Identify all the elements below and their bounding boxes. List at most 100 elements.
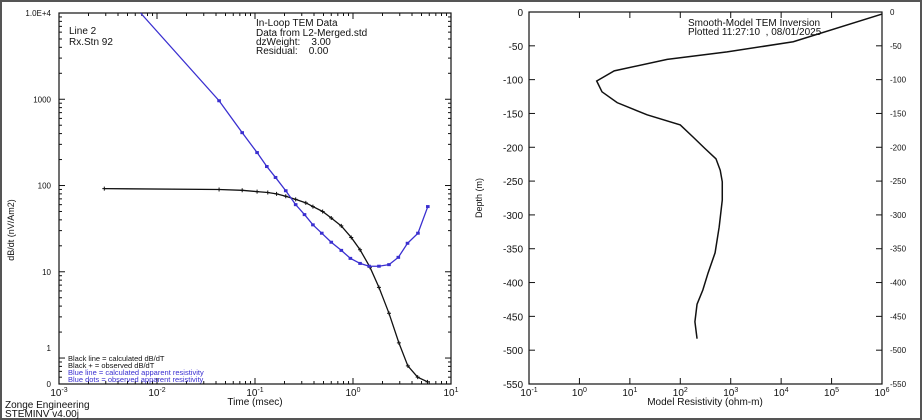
- y-tick-label-left: -400: [503, 279, 523, 290]
- y-tick-label: 100: [38, 182, 52, 191]
- observed-resistivity-point: [387, 263, 391, 267]
- observed-resistivity-point: [377, 264, 381, 268]
- y-axis-label: dB/dt (nV/Am2): [6, 199, 16, 261]
- observed-dbdt-point: [349, 235, 354, 240]
- observed-dbdt-point: [387, 311, 392, 316]
- info-dzweight: dzWeight: 3.00: [256, 37, 331, 48]
- x-tick-label: 10-1: [520, 387, 537, 399]
- observed-dbdt-point: [240, 188, 245, 193]
- x-tick-label: 102: [673, 387, 688, 399]
- x-axis-label: Time (msec): [227, 397, 282, 408]
- observed-dbdt-point: [102, 186, 107, 191]
- y-tick-label-left: -450: [503, 312, 523, 323]
- y-tick-label-right: -100: [890, 76, 907, 85]
- y-tick-label: 10: [42, 268, 51, 277]
- legend-black-line: Black line = calculated dB/dT: [68, 354, 165, 363]
- x-tick-label: 10-1: [246, 387, 263, 399]
- observed-resistivity-point: [255, 151, 259, 155]
- observed-resistivity-point: [405, 241, 410, 245]
- observed-resistivity-point: [293, 203, 298, 207]
- calculated-dbdt-line: [104, 187, 428, 383]
- footer-version: STEMINV v4.00j: [5, 409, 79, 420]
- observed-resistivity-point: [265, 165, 269, 169]
- y-tick-label-right: -550: [890, 380, 907, 389]
- y-axis-label: Depth (m): [474, 178, 484, 218]
- legend-blue-line: Blue line = calculated apparent resistiv…: [68, 368, 204, 377]
- resistivity-model-chart: 10-1 100 101 102 103 104 105 106 0 0 -50 -50 -100 -10…: [474, 8, 907, 408]
- y-tick-label-right: -50: [890, 42, 902, 51]
- y-tick-label-right: -150: [890, 109, 907, 118]
- y-tick-label-left: -300: [503, 211, 523, 222]
- observed-dbdt-point: [303, 200, 308, 205]
- info-data-file: Data from L2-Merged.std: [256, 28, 367, 39]
- observed-dbdt-point: [320, 209, 325, 214]
- info-residual: Residual: 0.00: [256, 46, 329, 57]
- observed-resistivity-point: [339, 248, 344, 252]
- observed-dbdt-point: [310, 204, 315, 209]
- y-tick-label: 0: [47, 380, 52, 389]
- y-tick-label-left: -200: [503, 143, 523, 154]
- observed-dbdt-point: [415, 375, 420, 380]
- observed-resistivity-point: [240, 131, 244, 135]
- y-tick-label-left: -50: [509, 42, 524, 53]
- observed-resistivity-point: [319, 231, 324, 235]
- x-tick-label: 105: [824, 387, 839, 399]
- observed-dbdt-point: [358, 247, 363, 252]
- x-tick-label: 101: [443, 387, 458, 399]
- y-tick-label-left: -100: [503, 76, 523, 87]
- observed-resistivity-point: [302, 213, 307, 217]
- y-tick-label: 1.0E+4: [25, 9, 51, 18]
- observed-resistivity-point: [426, 205, 430, 209]
- y-tick-label-left: -350: [503, 245, 523, 256]
- y-tick-label-right: -350: [890, 245, 907, 254]
- info-title: In-Loop TEM Data: [256, 18, 338, 29]
- y-tick-label-right: 0: [890, 8, 895, 17]
- x-tick-label: 10-3: [50, 387, 67, 399]
- observed-dbdt-point: [376, 285, 381, 290]
- y-tick-label-right: -400: [890, 279, 907, 288]
- observed-resistivity-point: [396, 255, 401, 259]
- x-tick-label: 106: [874, 387, 889, 399]
- observed-dbdt-point: [265, 190, 270, 195]
- observed-resistivity-point: [217, 99, 221, 103]
- y-tick-label-right: -250: [890, 177, 907, 186]
- y-tick-label-left: -550: [503, 380, 523, 391]
- y-tick-label-right: -200: [890, 143, 907, 152]
- observed-resistivity-point: [348, 256, 353, 260]
- y-tick-label-left: -150: [503, 109, 523, 120]
- x-tick-label: 104: [774, 387, 789, 399]
- y-tick-label-right: -300: [890, 211, 907, 220]
- observed-resistivity-point: [273, 175, 278, 179]
- legend-black-plus: Black + = observed dB/dT: [68, 361, 155, 370]
- observed-dbdt-point: [255, 189, 260, 194]
- y-tick-label-left: -250: [503, 177, 523, 188]
- observed-resistivity-point: [367, 264, 371, 268]
- observed-dbdt-point: [425, 379, 430, 384]
- observed-dbdt-point: [396, 340, 401, 345]
- resistivity-model-line: [595, 13, 883, 339]
- info-line: Line 2: [69, 26, 97, 37]
- y-tick-label: 1000: [33, 95, 51, 104]
- observed-dbdt-point: [217, 187, 222, 192]
- plot-frame: [58, 12, 452, 385]
- x-tick-label: 100: [572, 387, 587, 399]
- x-axis-label: Model Resistivity (ohm-m): [647, 397, 763, 408]
- observed-dbdt-point: [283, 194, 288, 199]
- observed-dbdt-point: [339, 223, 344, 228]
- y-tick-label-right: -500: [890, 346, 907, 355]
- x-tick-label: 101: [622, 387, 637, 399]
- chart-title: Smooth-Model TEM Inversion: [688, 18, 820, 29]
- legend-blue-dots: Blue dots = observed apparent resistivit…: [68, 375, 204, 384]
- chart-subtitle: Plotted 11:27:10 , 08/01/2025: [688, 27, 822, 38]
- observed-resistivity-point: [329, 240, 334, 244]
- y-tick-label-left: -500: [503, 346, 523, 357]
- y-tick-label: 1: [47, 344, 52, 353]
- observed-resistivity-point: [416, 231, 420, 235]
- calculated-resistivity-line: [140, 12, 429, 267]
- observed-dbdt-point: [405, 363, 410, 368]
- observed-resistivity-point: [358, 261, 362, 265]
- observed-resistivity-point: [311, 223, 315, 227]
